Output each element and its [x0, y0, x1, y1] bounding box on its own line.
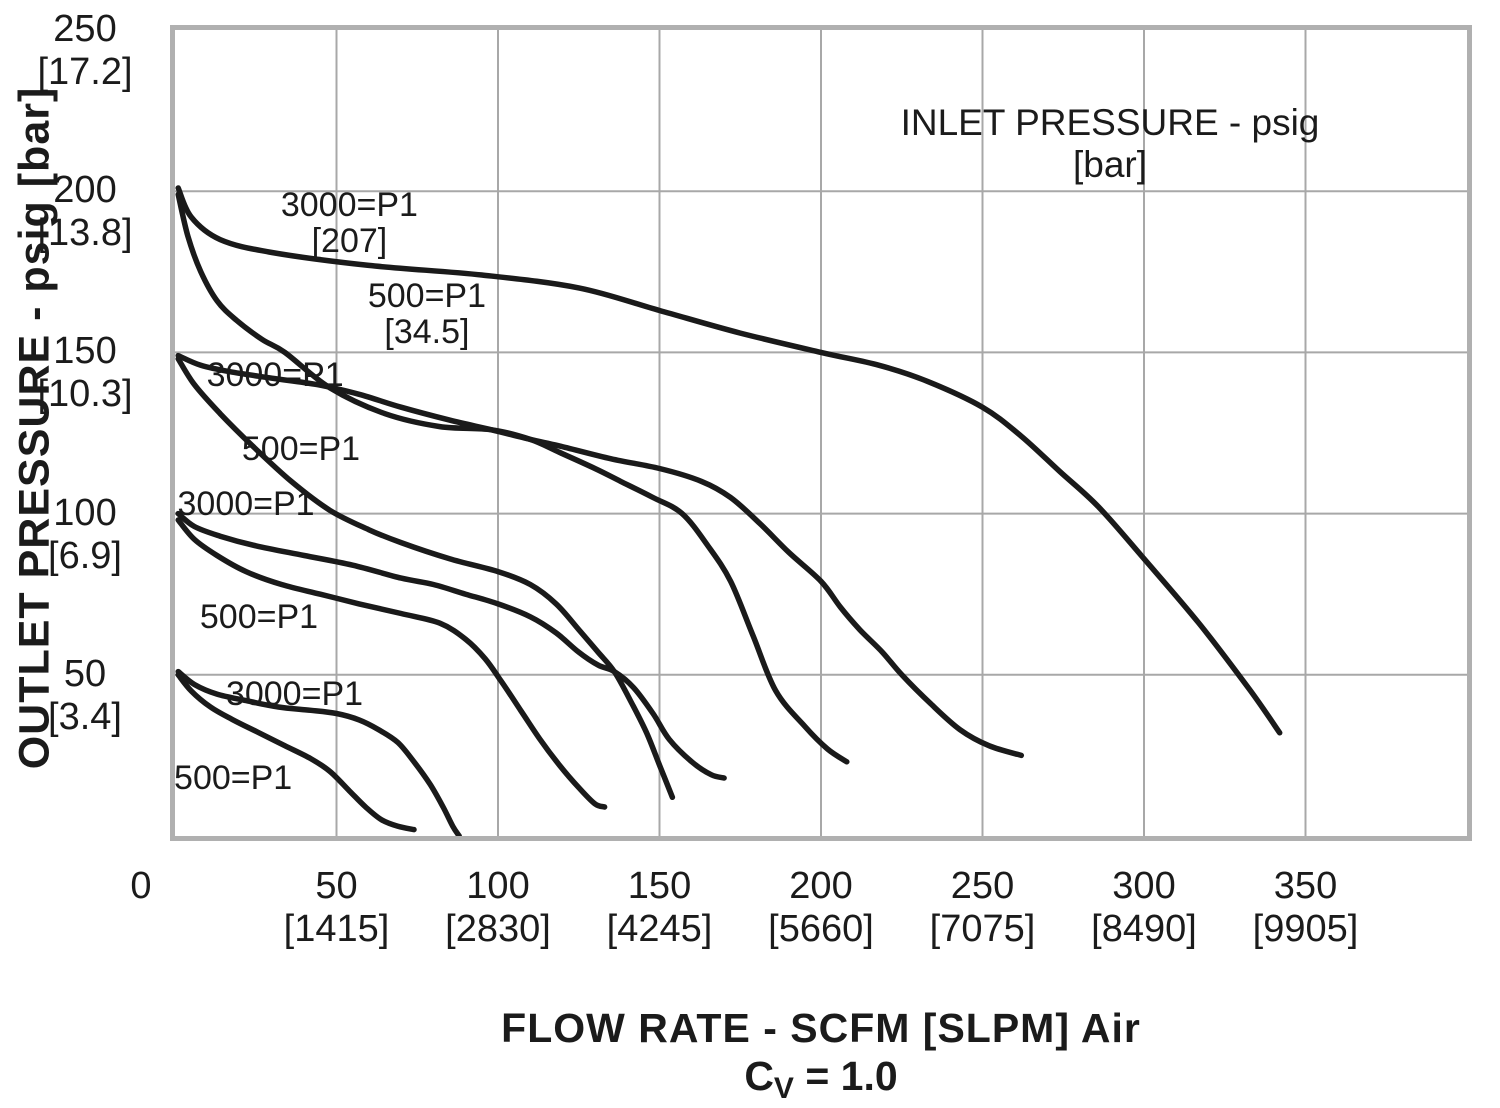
curve-label-outlet-set-200psig-inlet-500psig: 500=P1 [34.5]	[367, 276, 487, 351]
cv-subscript: V	[773, 1072, 794, 1105]
curve-outlet-set-100psig-inlet-3000psig	[175, 510, 727, 781]
curve-label-outlet-set-50psig-inlet-3000psig: 3000=P1	[225, 675, 364, 714]
y-tick-250: 250 [17.2]	[37, 8, 133, 93]
y-tick-50: 50 [3.4]	[48, 652, 122, 738]
y-tick-100: 100 [6.9]	[48, 491, 122, 577]
plot-area: INLET PRESSURE - psig [bar] 3000=P1 [207]…	[170, 25, 1472, 841]
x-axis-title: FLOW RATE - SCFM [SLPM] Air	[501, 1005, 1141, 1051]
x-tick-50: 50 [1415]	[283, 865, 390, 950]
curve-outlet-set-200psig-inlet-3000psig	[175, 185, 1283, 736]
x-tick-100: 100 [2830]	[445, 865, 551, 950]
curve-label-outlet-set-50psig-inlet-500psig: 500=P1	[174, 758, 293, 797]
curve-outlet-set-150psig-inlet-500psig	[175, 356, 676, 801]
cv-prefix: C	[744, 1053, 774, 1099]
x-tick-150: 150 [4245]	[606, 865, 713, 950]
x-tick-350: 350 [9905]	[1252, 865, 1359, 950]
curve-outlet-set-50psig-inlet-500psig	[175, 672, 417, 833]
y-tick-200: 200 [13.8]	[37, 169, 133, 255]
y-tick-150: 150 [10.3]	[37, 330, 133, 416]
curve-label-outlet-set-100psig-inlet-500psig: 500=P1	[199, 597, 319, 636]
curve-label-outlet-set-200psig-inlet-3000psig: 3000=P1 [207]	[280, 186, 418, 261]
cv-suffix: = 1.0	[793, 1053, 898, 1099]
curve-outlet-set-150psig-inlet-3000psig	[175, 352, 1025, 759]
x-tick-0: 0	[130, 865, 152, 907]
curve-label-outlet-set-150psig-inlet-3000psig: 3000=P1	[206, 355, 344, 394]
x-tick-200: 200 [5660]	[768, 865, 874, 950]
curve-outlet-set-100psig-inlet-500psig	[175, 517, 608, 810]
curves-svg	[175, 30, 1467, 836]
x-axis-cv-label: CV = 1.0	[175, 1053, 1467, 1106]
inlet-pressure-legend-title: INLET PRESSURE - psig [bar]	[900, 102, 1320, 185]
x-tick-250: 250 [7075]	[929, 865, 1036, 950]
curve-label-outlet-set-150psig-inlet-500psig: 500=P1	[241, 430, 361, 469]
curve-outlet-set-50psig-inlet-3000psig	[175, 668, 462, 836]
x-tick-300: 300 [8490]	[1091, 865, 1197, 950]
curve-label-outlet-set-100psig-inlet-3000psig: 3000=P1	[177, 484, 315, 523]
